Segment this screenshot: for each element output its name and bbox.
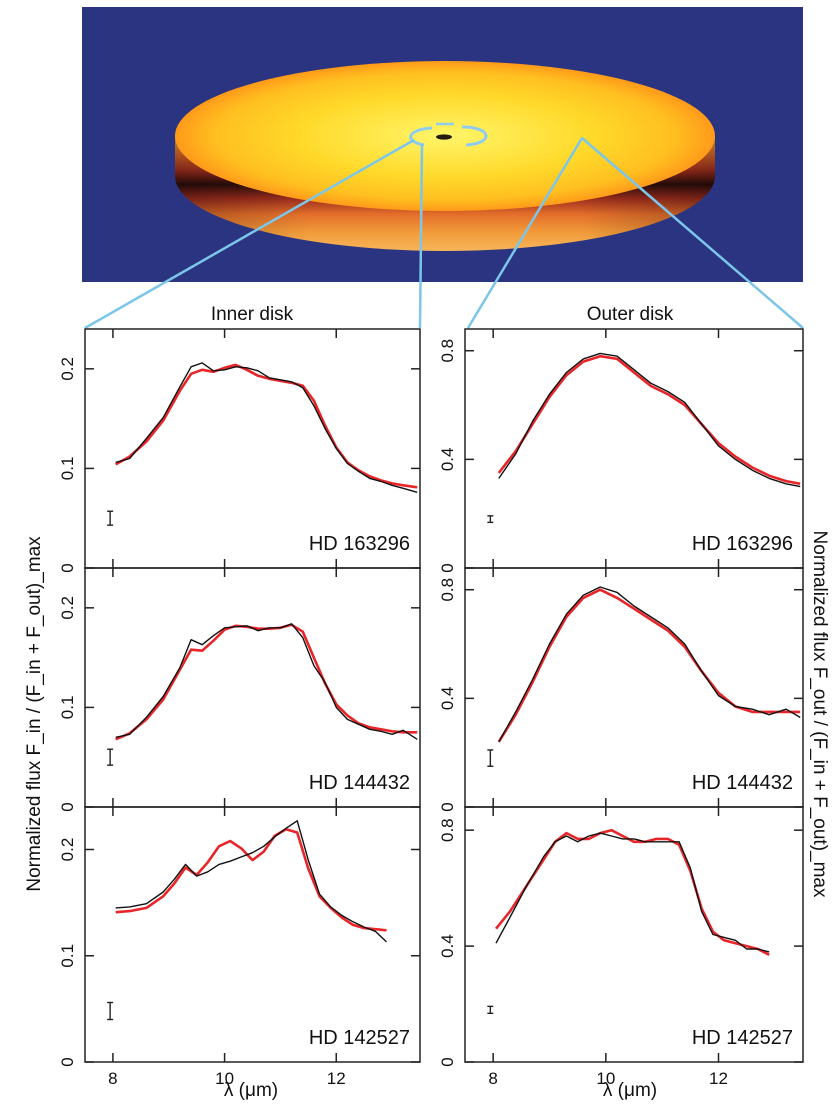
error-bar	[487, 749, 494, 767]
model-line-outer-hd142527	[494, 828, 770, 956]
inner-disk-title: Inner disk	[211, 304, 294, 325]
x-tick-label: 12	[327, 1069, 346, 1088]
leader-line-outer-left	[466, 137, 584, 329]
star-label: HD 163296	[309, 533, 410, 555]
y-tick-label: 0.4	[438, 934, 457, 958]
outer-disk-title: Outer disk	[587, 304, 674, 325]
model-line-inner-hd144432	[115, 623, 418, 741]
y-tick-label: 0	[438, 563, 457, 572]
y-tick-label: 0	[58, 802, 77, 811]
y-tick-label: 0.1	[58, 457, 77, 481]
x-tick-label: 10	[596, 1069, 615, 1088]
observed-line-outer-hd144432	[498, 586, 801, 743]
leader-line-inner-left	[84, 138, 415, 330]
observed-line-inner-hd142527	[115, 820, 387, 943]
error-bar	[107, 510, 114, 526]
y-tick-label: 0.8	[438, 339, 457, 363]
y-tick-label: 0	[58, 1057, 77, 1066]
panel-frame	[464, 806, 804, 1063]
panel-outer-hd163296: 0 0.4 0.8 HD 163296	[438, 328, 804, 573]
leader-line-inner-right	[418, 143, 424, 329]
y-tick-label: 0.4	[438, 448, 457, 472]
y-tick-label: 0	[438, 802, 457, 811]
y-tick-label: 0.2	[58, 838, 77, 862]
star-label: HD 163296	[692, 533, 793, 555]
y-tick-label: 0.8	[438, 578, 457, 602]
error-bar	[107, 748, 114, 766]
y-tick-label: 0.8	[438, 818, 457, 842]
observed-line-outer-hd163296	[498, 352, 801, 488]
panel-outer-hd144432: 0 0.4 0.8 HD 144432	[438, 567, 804, 812]
observed-line-outer-hd142527	[495, 832, 770, 953]
x-tick-label: 10	[215, 1069, 234, 1088]
model-line-outer-hd163296	[497, 354, 801, 486]
x-tick-label: 8	[488, 1069, 497, 1088]
panel-inner-hd142527: 0 0.1 0.2 8 10 12 HD 142527	[58, 806, 421, 1088]
star-label: HD 144432	[692, 772, 793, 794]
error-bar	[487, 1005, 494, 1015]
star-label: HD 144432	[309, 772, 410, 794]
y-tick-label: 0	[438, 1057, 457, 1066]
x-axis-label-left: λ (μm)	[224, 1080, 278, 1101]
panel-inner-hd163296: 0 0.1 0.2 HD 163296	[58, 328, 421, 573]
y-tick-label: 0	[58, 563, 77, 572]
disk-illustration	[175, 61, 715, 251]
x-tick-label: 12	[709, 1069, 728, 1088]
model-line-inner-hd142527	[115, 828, 387, 932]
observed-line-inner-hd163296	[115, 362, 418, 493]
y-tick-label: 0.2	[58, 596, 77, 620]
y-axis-label-right: Normalized flux F_out / (F_in + F_out)_m…	[809, 531, 830, 898]
leader-line-outer-right	[581, 137, 804, 329]
spectra-panels: 0 0.1 0.2 HD 163296 0 0.1 0.2 HD 144432 0 0.1 0.2 8…	[58, 328, 804, 1088]
model-line-outer-hd144432	[497, 588, 801, 743]
panel-frame	[84, 806, 421, 1063]
y-tick-label: 0.2	[58, 357, 77, 381]
leader-lines	[84, 137, 804, 330]
error-bar	[487, 515, 494, 524]
inner-region-marker-right	[461, 125, 488, 147]
y-tick-label: 0.1	[58, 944, 77, 968]
panel-inner-hd144432: 0 0.1 0.2 HD 144432	[58, 567, 421, 812]
star-label: HD 142527	[692, 1027, 793, 1049]
observed-line-inner-hd144432	[115, 623, 418, 740]
y-axis-label-left: Normalized flux F_in / (F_in + F_out)_ma…	[24, 536, 45, 892]
x-tick-label: 8	[108, 1069, 117, 1088]
panel-outer-hd142527: 0 0.4 0.8 8 10 12 HD 142527	[438, 806, 804, 1088]
inner-region-marker-left	[409, 126, 433, 147]
y-tick-label: 0.1	[58, 696, 77, 720]
x-axis-label-right: λ (μm)	[603, 1080, 657, 1101]
error-bar	[107, 1001, 114, 1021]
model-line-inner-hd163296	[115, 363, 418, 489]
disk-center-hole	[436, 134, 452, 140]
y-tick-label: 0.4	[438, 687, 457, 711]
star-label: HD 142527	[309, 1027, 410, 1049]
